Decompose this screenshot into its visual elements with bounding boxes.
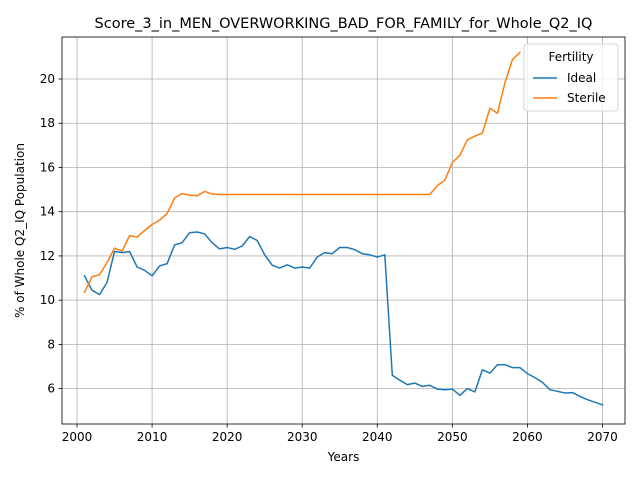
legend-label-sterile: Sterile <box>567 91 606 105</box>
series-line-ideal <box>83 231 604 406</box>
y-tick-label: 6 <box>47 382 55 396</box>
y-tick-label: 8 <box>47 337 55 351</box>
legend-frame <box>523 43 619 112</box>
legend-title: Fertility <box>548 50 593 64</box>
plot-area-frame <box>61 36 626 425</box>
legend: Fertility Ideal Sterile <box>523 43 619 112</box>
y-tick-label: 18 <box>40 116 55 130</box>
y-tick-label: 20 <box>40 72 55 86</box>
x-tick-label: 2060 <box>512 430 543 444</box>
y-tick-label: 12 <box>40 249 55 263</box>
y-axis-title: % of Whole Q2_IQ Population <box>13 143 27 318</box>
y-tick-label: 10 <box>40 293 55 307</box>
x-tick-label: 2020 <box>212 430 243 444</box>
x-axis-ticks: 2000 2010 2020 2030 2040 2050 2060 2070 <box>62 424 618 444</box>
x-tick-label: 2030 <box>287 430 318 444</box>
x-tick-label: 2010 <box>137 430 168 444</box>
x-tick-label: 2050 <box>437 430 468 444</box>
x-tick-label: 2040 <box>362 430 393 444</box>
x-tick-label: 2000 <box>62 430 93 444</box>
x-tick-label: 2070 <box>587 430 618 444</box>
series-lines <box>83 51 604 406</box>
series-line-sterile <box>83 51 521 294</box>
legend-label-ideal: Ideal <box>567 71 596 85</box>
y-tick-label: 16 <box>40 160 55 174</box>
chart-title: Score_3_in_MEN_OVERWORKING_BAD_FOR_FAMIL… <box>95 16 593 32</box>
x-axis-title: Years <box>327 450 360 464</box>
y-tick-label: 14 <box>40 205 55 219</box>
y-axis-ticks: 6 8 10 12 14 16 18 20 <box>40 72 62 396</box>
